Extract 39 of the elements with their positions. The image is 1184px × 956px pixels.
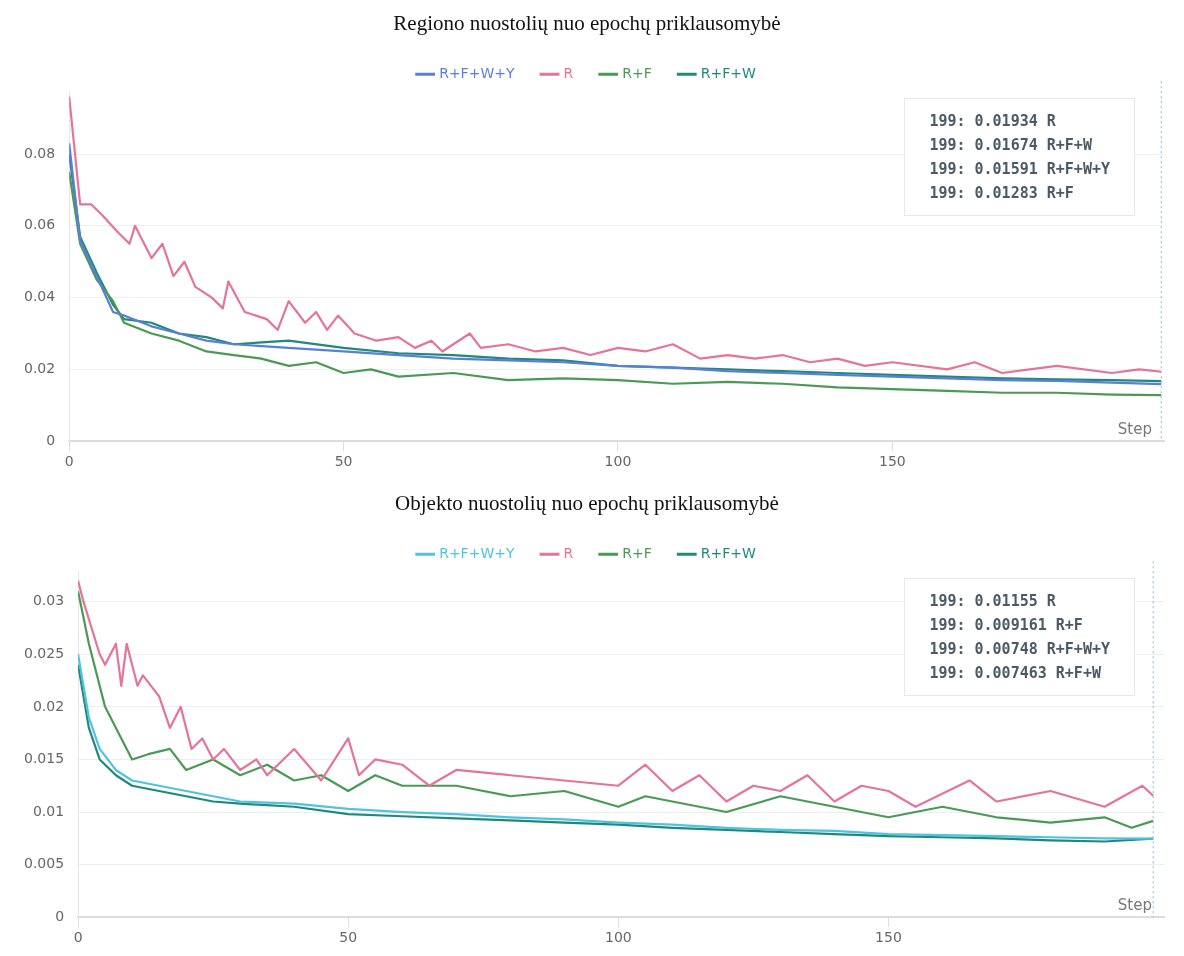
- x-tick-label: 150: [878, 453, 906, 470]
- x-tick-label: 100: [604, 453, 632, 470]
- annotation: 199: 0.01674 R+F+W: [929, 135, 1093, 157]
- y-tick-label: 0.02: [24, 360, 56, 377]
- annotation: 199: 0.009161 R+F: [929, 615, 1084, 637]
- legend-label: R: [563, 64, 574, 81]
- annotation: 199: 0.007463 R+F+W: [929, 663, 1102, 685]
- y-tick-label: 0.08: [24, 144, 56, 161]
- y-tick-label: 0.01: [32, 802, 65, 819]
- x-axis-title: Step: [1117, 895, 1152, 914]
- y-tick-label: 0.025: [23, 644, 65, 661]
- legend-label: R+F+W: [700, 64, 756, 81]
- annotation: 199: 0.01934 R: [929, 111, 1057, 133]
- y-tick-label: 0: [55, 907, 65, 924]
- x-tick-label: 0: [73, 929, 83, 946]
- x-tick-label: 50: [334, 453, 353, 470]
- y-tick-label: 0: [46, 431, 56, 448]
- y-tick-label: 0.005: [23, 855, 65, 872]
- legend-label: R: [563, 544, 574, 561]
- y-tick-label: 0.06: [24, 216, 56, 233]
- y-tick-label: 0.02: [32, 697, 65, 714]
- legend-label: R+F+W+Y: [439, 544, 515, 561]
- x-tick-label: 100: [604, 929, 632, 946]
- legend-label: R+F+W+Y: [439, 64, 515, 81]
- chart-title: Objekto nuostolių nuo epochų priklausomybė: [395, 491, 779, 516]
- legend-label: R+F: [622, 544, 652, 561]
- y-tick-label: 0.04: [24, 288, 56, 305]
- legend-label: R+F+W: [700, 544, 756, 561]
- annotation: 199: 0.01155 R: [929, 591, 1057, 613]
- y-tick-label: 0.03: [32, 592, 65, 609]
- annotation: 199: 0.01591 R+F+W+Y: [929, 159, 1110, 181]
- annotation: 199: 0.00748 R+F+W+Y: [929, 639, 1110, 661]
- legend-label: R+F: [622, 64, 652, 81]
- x-axis-title: Step: [1117, 419, 1152, 438]
- chart-title: Regiono nuostolių nuo epochų priklausomybė: [393, 11, 781, 36]
- annotation: 199: 0.01283 R+F: [929, 183, 1075, 205]
- x-tick-label: 150: [875, 929, 902, 946]
- x-tick-label: 50: [339, 929, 358, 946]
- y-tick-label: 0.015: [23, 750, 65, 767]
